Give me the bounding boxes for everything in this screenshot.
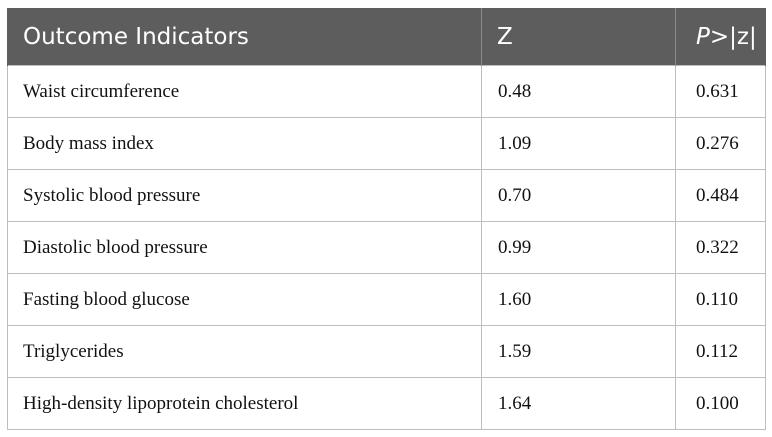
- table-body: Waist circumference 0.48 0.631 Body mass…: [7, 65, 766, 430]
- cell-z: 0.70: [481, 169, 676, 222]
- cell-z: 1.59: [481, 325, 676, 378]
- header-p-rest: >|z|: [709, 23, 757, 50]
- header-p-italic: P: [696, 23, 710, 50]
- cell-indicator: Waist circumference: [7, 65, 482, 118]
- cell-indicator: Diastolic blood pressure: [7, 221, 482, 274]
- cell-z: 1.60: [481, 273, 676, 326]
- cell-p: 0.276: [675, 117, 766, 170]
- table-row: Systolic blood pressure 0.70 0.484: [7, 169, 766, 222]
- table-row: Body mass index 1.09 0.276: [7, 117, 766, 170]
- table-row: Triglycerides 1.59 0.112: [7, 325, 766, 378]
- cell-z: 0.99: [481, 221, 676, 274]
- table-row: Diastolic blood pressure 0.99 0.322: [7, 221, 766, 274]
- table-row: High-density lipoprotein cholesterol 1.6…: [7, 377, 766, 430]
- table-header: Outcome Indicators Z P>|z|: [7, 8, 766, 66]
- results-table-container: Outcome Indicators Z P>|z| Waist circumf…: [7, 8, 766, 430]
- cell-p: 0.112: [675, 325, 766, 378]
- results-table: Outcome Indicators Z P>|z| Waist circumf…: [7, 8, 766, 430]
- header-row: Outcome Indicators Z P>|z|: [7, 8, 766, 66]
- cell-p: 0.322: [675, 221, 766, 274]
- header-outcome-indicators: Outcome Indicators: [7, 8, 482, 66]
- cell-p: 0.110: [675, 273, 766, 326]
- cell-indicator: Fasting blood glucose: [7, 273, 482, 326]
- header-p-value: P>|z|: [675, 8, 766, 66]
- header-z: Z: [481, 8, 676, 66]
- cell-z: 1.64: [481, 377, 676, 430]
- cell-indicator: Systolic blood pressure: [7, 169, 482, 222]
- cell-indicator: High-density lipoprotein cholesterol: [7, 377, 482, 430]
- table-row: Fasting blood glucose 1.60 0.110: [7, 273, 766, 326]
- cell-indicator: Body mass index: [7, 117, 482, 170]
- cell-z: 0.48: [481, 65, 676, 118]
- cell-indicator: Triglycerides: [7, 325, 482, 378]
- cell-p: 0.484: [675, 169, 766, 222]
- cell-z: 1.09: [481, 117, 676, 170]
- table-row: Waist circumference 0.48 0.631: [7, 65, 766, 118]
- cell-p: 0.631: [675, 65, 766, 118]
- cell-p: 0.100: [675, 377, 766, 430]
